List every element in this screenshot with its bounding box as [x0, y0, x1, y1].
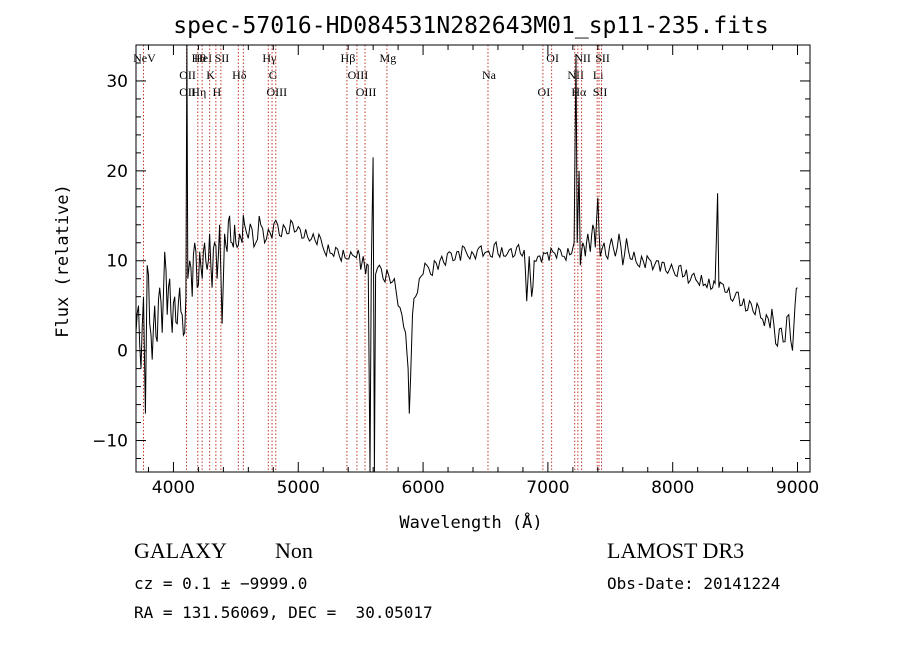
y-tick-label: 0	[117, 342, 128, 362]
line-markers: NeVOIIOIIHηHθHeIKHSIIHδHγGOIIIHβOIIIOIII…	[133, 45, 610, 472]
y-tick-label: −10	[92, 432, 128, 452]
x-tick-label: 8000	[651, 478, 694, 498]
x-tick-label: 6000	[401, 478, 444, 498]
x-tick-label: 7000	[526, 478, 569, 498]
line-marker-label: OIII	[356, 85, 377, 99]
redshift-cz: cz = 0.1 ± −9999.0	[134, 574, 308, 593]
object-class: GALAXY	[134, 538, 227, 563]
line-marker-label: Mg	[380, 51, 397, 65]
line-marker-label: OII	[179, 68, 196, 82]
x-tick-label: 9000	[776, 478, 819, 498]
plot-frame	[135, 44, 811, 473]
survey-name: LAMOST DR3	[607, 538, 745, 563]
x-tick-label: 5000	[277, 478, 320, 498]
axis-ticks	[136, 44, 810, 472]
line-marker-label: HeI	[194, 51, 212, 65]
coordinates: RA = 131.56069, DEC = 30.05017	[134, 603, 433, 622]
line-marker-label: OIII	[266, 85, 287, 99]
line-marker-label: SII	[215, 51, 230, 65]
line-marker-label: SII	[593, 85, 608, 99]
line-marker-label: OI	[546, 51, 559, 65]
line-marker-label: G	[269, 68, 278, 82]
line-marker-label: OI	[538, 85, 551, 99]
line-marker-label: K	[206, 68, 215, 82]
line-marker-label: H	[213, 85, 222, 99]
x-axis-label: Wavelength (Å)	[399, 511, 542, 533]
line-marker-label: Hδ	[232, 68, 247, 82]
y-axis-label: Flux (relative)	[53, 184, 73, 338]
line-marker-label: Hα	[571, 85, 587, 99]
line-marker-label: Hθ	[192, 51, 207, 65]
line-marker-label: OIII	[348, 68, 369, 82]
line-marker-label: SII	[595, 51, 610, 65]
object-subclass: Non	[275, 538, 313, 563]
spectrum-line	[135, 44, 798, 473]
line-marker-label: Hη	[191, 85, 206, 99]
line-marker-label: Hγ	[262, 51, 277, 65]
line-marker-label: Hβ	[341, 51, 356, 65]
line-marker-label: Na	[482, 68, 497, 82]
line-marker-label: NII	[574, 51, 591, 65]
chart-title: spec-57016-HD084531N282643M01_sp11-235.f…	[173, 13, 768, 39]
tick-labels: 4000 5000 6000 7000 8000 9000 −10 0 10 20 30	[92, 72, 819, 498]
line-marker-label: NeV	[133, 51, 156, 65]
line-marker-label: Li	[593, 68, 604, 82]
y-tick-label: 30	[106, 72, 128, 92]
y-tick-label: 20	[106, 162, 128, 182]
obs-date: Obs-Date: 20141224	[607, 574, 781, 593]
y-tick-label: 10	[106, 252, 128, 272]
x-tick-label: 4000	[152, 478, 195, 498]
